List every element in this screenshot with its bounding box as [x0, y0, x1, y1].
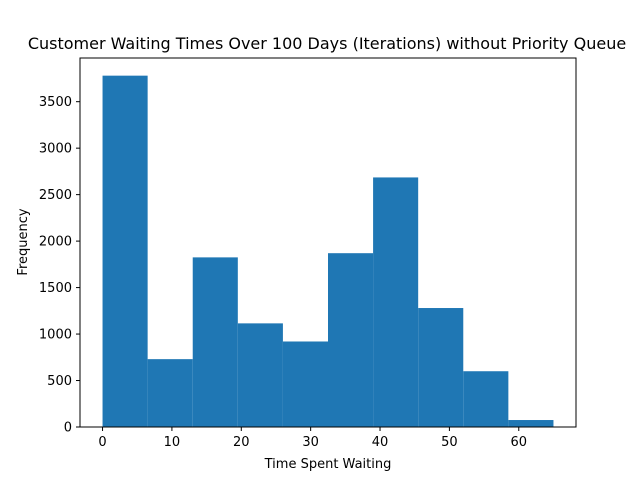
y-tick-label: 1000 — [39, 328, 72, 343]
x-tick-label: 30 — [302, 435, 319, 450]
histogram-bar — [237, 323, 283, 427]
y-tick-label: 0 — [64, 421, 72, 436]
histogram-bar — [147, 359, 193, 427]
bars-group — [102, 75, 554, 428]
x-tick-label: 10 — [164, 435, 181, 450]
y-axis: 0 500 1000 1500 2000 2500 3000 3500 — [39, 95, 80, 436]
y-tick-label: 2500 — [39, 188, 72, 203]
x-axis-title: Time Spent Waiting — [264, 457, 392, 472]
y-axis-title: Frequency — [16, 208, 31, 275]
y-tick-label: 2000 — [39, 235, 72, 250]
y-tick-label: 3500 — [39, 95, 72, 110]
histogram-bar — [192, 257, 238, 427]
histogram-bar — [463, 371, 509, 427]
histogram-bar — [102, 75, 148, 428]
x-tick-label: 20 — [233, 435, 250, 450]
x-tick-label: 60 — [510, 435, 527, 450]
x-axis: 0 10 20 30 40 50 60 — [98, 427, 527, 450]
y-tick-label: 3000 — [39, 142, 72, 157]
y-tick-label: 1500 — [39, 281, 72, 296]
histogram-bar — [418, 308, 464, 427]
plot-frame — [79, 57, 577, 428]
x-tick-label: 0 — [98, 435, 106, 450]
x-tick-label: 40 — [372, 435, 389, 450]
histogram-bar — [282, 341, 328, 427]
histogram-bar — [328, 253, 374, 427]
chart-title: Customer Waiting Times Over 100 Days (It… — [28, 34, 626, 53]
histogram-bar — [508, 420, 554, 427]
y-tick-label: 500 — [47, 374, 72, 389]
histogram-bar — [373, 177, 419, 427]
x-tick-label: 50 — [441, 435, 458, 450]
